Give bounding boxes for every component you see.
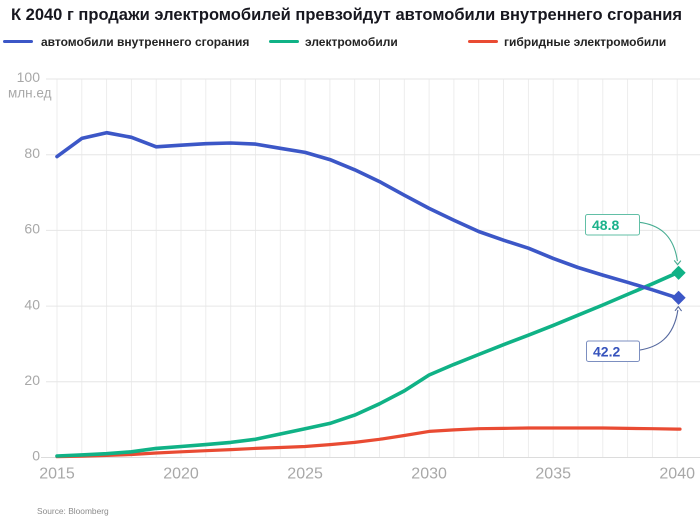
svg-text:2025: 2025 bbox=[287, 466, 323, 483]
svg-text:80: 80 bbox=[24, 145, 40, 161]
svg-text:2035: 2035 bbox=[535, 466, 571, 483]
svg-text:2015: 2015 bbox=[39, 466, 75, 483]
svg-text:0: 0 bbox=[32, 448, 40, 464]
svg-text:60: 60 bbox=[24, 221, 40, 237]
svg-text:40: 40 bbox=[24, 296, 40, 312]
svg-text:100: 100 bbox=[17, 69, 41, 85]
svg-text:млн.ед: млн.ед bbox=[8, 86, 52, 101]
svg-text:48.8: 48.8 bbox=[592, 217, 619, 233]
svg-text:2020: 2020 bbox=[163, 466, 199, 483]
svg-text:42.2: 42.2 bbox=[593, 344, 620, 360]
svg-text:2040: 2040 bbox=[659, 466, 695, 483]
svg-text:20: 20 bbox=[24, 372, 40, 388]
svg-text:2030: 2030 bbox=[411, 466, 447, 483]
